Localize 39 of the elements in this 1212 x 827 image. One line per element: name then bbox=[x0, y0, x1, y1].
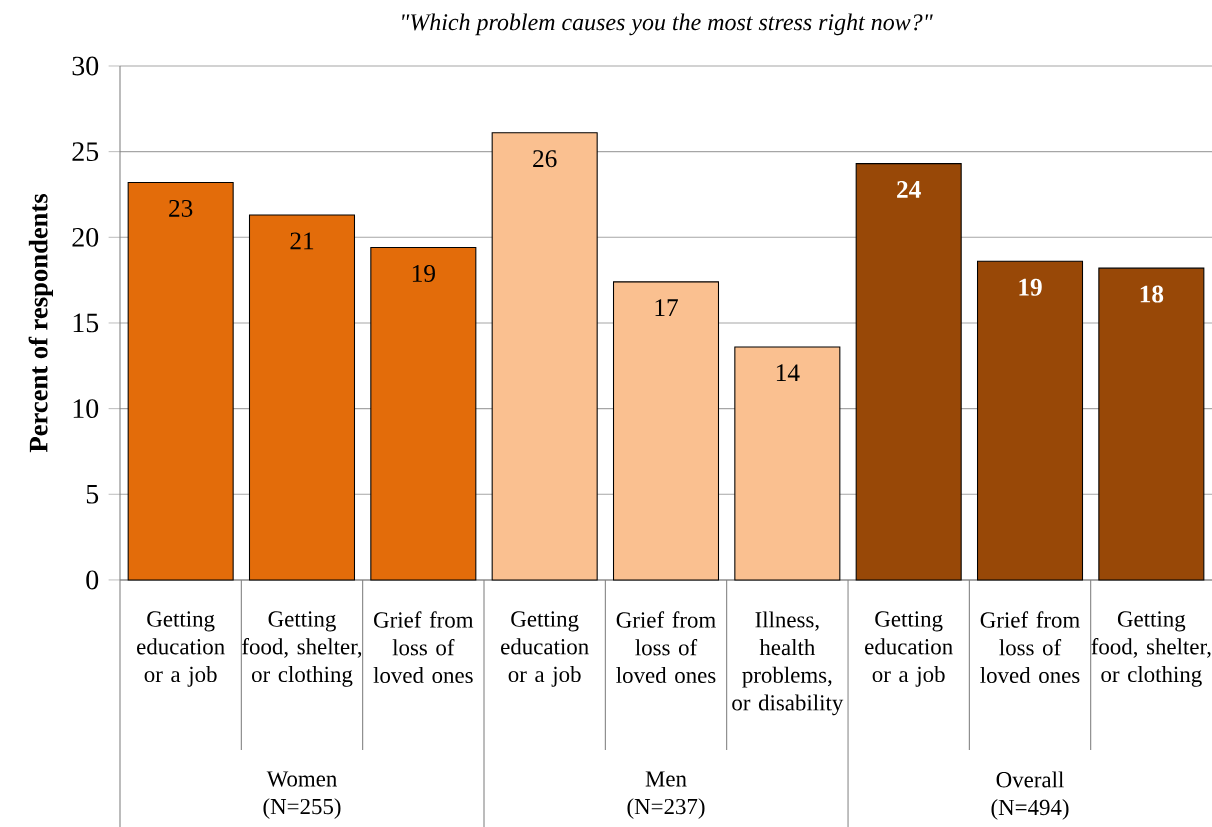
y-tick-label: 5 bbox=[86, 485, 99, 504]
data-label: 24 bbox=[897, 181, 921, 198]
x-tick-label: Grief from loss of loved ones bbox=[980, 611, 1080, 684]
x-tick-label: Illness, health problems, or disability bbox=[732, 611, 844, 716]
y-tick-label: 20 bbox=[72, 227, 99, 247]
bar bbox=[855, 163, 962, 581]
y-tick-label: 10 bbox=[73, 399, 99, 419]
x-tick-label: Getting education or a job bbox=[501, 611, 589, 687]
data-label: 19 bbox=[1019, 278, 1042, 296]
data-label: 26 bbox=[533, 150, 557, 168]
y-tick-label: 30 bbox=[72, 56, 99, 76]
y-tick-label: 0 bbox=[86, 570, 99, 590]
bar bbox=[127, 181, 234, 581]
x-tick-label: Getting food, shelter, or clothing bbox=[1091, 611, 1211, 687]
data-label: 23 bbox=[169, 199, 193, 217]
x-tick-label: Getting education or a job bbox=[865, 611, 953, 687]
chart-title: "Which problem causes you the most stress right now?" bbox=[402, 13, 933, 36]
bar bbox=[1098, 267, 1205, 581]
y-tick-label: 25 bbox=[72, 142, 99, 162]
bar bbox=[612, 281, 720, 581]
text: Women (N=255) bbox=[263, 771, 341, 819]
data-label: 21 bbox=[290, 232, 314, 250]
bar bbox=[248, 214, 356, 581]
bar bbox=[976, 260, 1084, 581]
y-tick-label: 15 bbox=[73, 313, 99, 333]
bar bbox=[370, 247, 477, 581]
data-label: 19 bbox=[412, 265, 435, 282]
data-label: 17 bbox=[655, 299, 678, 316]
text: Men (N=237) bbox=[627, 771, 705, 819]
data-label: 18 bbox=[1140, 285, 1164, 303]
x-tick-label: Getting food, shelter, or clothing bbox=[242, 611, 362, 687]
data-label: 14 bbox=[776, 364, 800, 382]
x-tick-label: Grief from loss of loved ones bbox=[616, 611, 716, 684]
x-tick-label: Grief from loss of loved ones bbox=[373, 611, 474, 684]
bar bbox=[734, 346, 841, 581]
bar bbox=[491, 132, 598, 581]
y-axis-title: Percent of respondents bbox=[28, 193, 53, 453]
text: Overall (N=494) bbox=[991, 771, 1069, 820]
x-tick-label: Getting education or a job bbox=[137, 611, 225, 687]
